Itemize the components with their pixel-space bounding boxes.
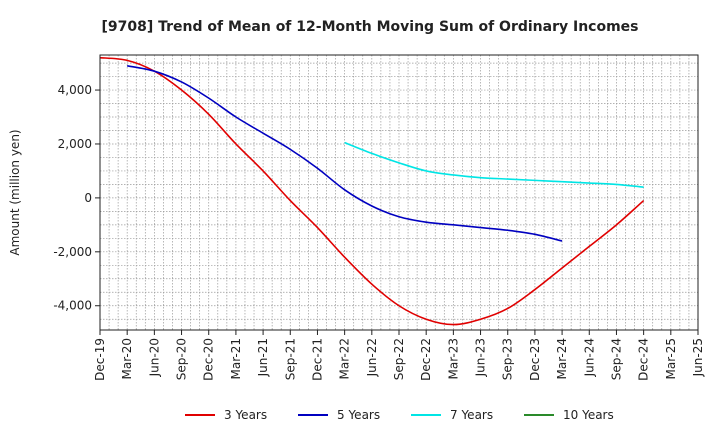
- y-tick-label: 0: [84, 191, 92, 205]
- x-tick-label: Jun-24: [582, 338, 596, 377]
- chart-title: [9708] Trend of Mean of 12-Month Moving …: [101, 19, 638, 35]
- x-tick-label: Dec-21: [310, 338, 324, 381]
- x-tick-label: Dec-22: [419, 338, 433, 381]
- x-tick-label: Sep-20: [175, 338, 189, 380]
- x-tick-label: Mar-24: [555, 338, 569, 379]
- y-axis: -4,000 -2,000 0 2,000 4,000: [53, 83, 100, 313]
- y-tick-label: 2,000: [58, 137, 92, 151]
- x-axis: Dec-19 Mar-20 Jun-20 Sep-20 Dec-20 Mar-21 Jun-…: [93, 330, 705, 381]
- y-axis-label: Amount (million yen): [8, 129, 22, 255]
- legend: 3 Years 5 Years 7 Years 10 Years: [185, 408, 614, 422]
- series-line-3-years: [99, 56, 645, 326]
- x-tick-label: Jun-25: [691, 338, 705, 377]
- series-line-7-years: [344, 141, 644, 188]
- x-tick-label: Sep-23: [501, 338, 515, 380]
- x-tick-label: Dec-19: [93, 338, 107, 381]
- y-tick-label: -4,000: [53, 299, 92, 313]
- legend-label-3-years: 3 Years: [224, 408, 267, 422]
- grid: [100, 55, 698, 330]
- x-tick-label: Jun-21: [256, 338, 270, 377]
- x-tick-label: Mar-23: [446, 338, 460, 379]
- x-tick-label: Sep-21: [283, 338, 297, 380]
- x-tick-label: Jun-20: [147, 338, 161, 377]
- x-tick-label: Dec-24: [637, 338, 651, 381]
- series-line-5-years: [127, 64, 563, 242]
- series-lines: [99, 56, 645, 326]
- y-tick-label: 4,000: [58, 83, 92, 97]
- x-tick-label: Jun-23: [474, 338, 488, 377]
- legend-label-7-years: 7 Years: [450, 408, 493, 422]
- x-tick-label: Dec-23: [528, 338, 542, 381]
- x-tick-label: Mar-25: [664, 338, 678, 379]
- x-tick-label: Mar-22: [338, 338, 352, 379]
- x-tick-label: Sep-24: [609, 338, 623, 380]
- x-tick-label: Jun-22: [365, 338, 379, 377]
- y-tick-label: -2,000: [53, 245, 92, 259]
- legend-label-10-years: 10 Years: [563, 408, 614, 422]
- x-tick-label: Mar-21: [229, 338, 243, 379]
- x-tick-label: Mar-20: [120, 338, 134, 379]
- x-tick-label: Dec-20: [202, 338, 216, 381]
- legend-label-5-years: 5 Years: [337, 408, 380, 422]
- x-tick-label: Sep-22: [392, 338, 406, 380]
